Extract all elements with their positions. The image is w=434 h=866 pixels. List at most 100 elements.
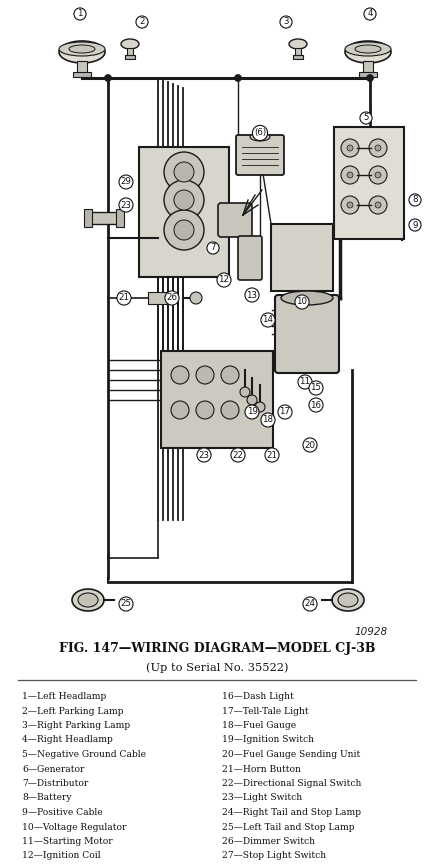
Text: 5—Negative Ground Cable: 5—Negative Ground Cable <box>22 750 146 759</box>
Circle shape <box>346 202 352 208</box>
Circle shape <box>374 172 380 178</box>
Text: 10928: 10928 <box>354 627 387 637</box>
Text: 1—Left Headlamp: 1—Left Headlamp <box>22 692 106 701</box>
Bar <box>73 72 91 77</box>
Circle shape <box>340 139 358 157</box>
Ellipse shape <box>288 39 306 49</box>
Circle shape <box>196 401 214 419</box>
Ellipse shape <box>121 39 139 49</box>
Text: 23: 23 <box>120 201 131 210</box>
Text: 20—Fuel Gauge Sending Unit: 20—Fuel Gauge Sending Unit <box>221 750 359 759</box>
Circle shape <box>368 196 386 214</box>
Circle shape <box>340 166 358 184</box>
Bar <box>362 61 372 73</box>
Bar <box>116 209 124 227</box>
Circle shape <box>368 139 386 157</box>
FancyBboxPatch shape <box>217 203 251 237</box>
FancyBboxPatch shape <box>274 295 338 373</box>
Ellipse shape <box>354 45 380 53</box>
Ellipse shape <box>72 589 104 611</box>
Text: 29: 29 <box>120 178 131 186</box>
Circle shape <box>374 202 380 208</box>
Ellipse shape <box>79 594 97 606</box>
Text: 3: 3 <box>283 17 288 27</box>
Text: 22: 22 <box>232 450 243 460</box>
Circle shape <box>220 401 238 419</box>
Circle shape <box>220 366 238 384</box>
Circle shape <box>346 145 352 151</box>
Text: 21—Horn Button: 21—Horn Button <box>221 765 300 773</box>
Circle shape <box>374 145 380 151</box>
Circle shape <box>164 152 204 192</box>
Text: 9—Positive Cable: 9—Positive Cable <box>22 808 102 817</box>
Text: 24—Right Tail and Stop Lamp: 24—Right Tail and Stop Lamp <box>221 808 360 817</box>
Circle shape <box>164 180 204 220</box>
Text: 26: 26 <box>166 294 177 302</box>
Text: 2: 2 <box>139 17 145 27</box>
Circle shape <box>196 366 214 384</box>
Circle shape <box>247 395 256 405</box>
Text: 15: 15 <box>310 384 321 392</box>
Bar <box>77 61 87 73</box>
Circle shape <box>190 292 201 304</box>
Text: FIG. 147—WIRING DIAGRAM—MODEL CJ-3B: FIG. 147—WIRING DIAGRAM—MODEL CJ-3B <box>59 642 375 655</box>
Circle shape <box>340 196 358 214</box>
Text: 16—Dash Light: 16—Dash Light <box>221 692 293 701</box>
Bar <box>148 292 168 304</box>
Ellipse shape <box>344 41 390 63</box>
Text: (Up to Serial No. 35522): (Up to Serial No. 35522) <box>145 662 288 673</box>
Circle shape <box>240 387 250 397</box>
Text: 10: 10 <box>296 298 307 307</box>
Bar <box>358 72 376 77</box>
Ellipse shape <box>331 589 363 611</box>
Text: 8: 8 <box>411 196 417 204</box>
Text: 25—Left Tail and Stop Lamp: 25—Left Tail and Stop Lamp <box>221 823 354 831</box>
Circle shape <box>368 166 386 184</box>
Bar <box>127 48 133 56</box>
FancyBboxPatch shape <box>161 351 273 448</box>
Text: 19—Ignition Switch: 19—Ignition Switch <box>221 735 313 745</box>
Text: 9: 9 <box>411 221 417 229</box>
Text: 11: 11 <box>299 378 310 386</box>
Text: 6—Generator: 6—Generator <box>22 765 84 773</box>
Text: 23—Light Switch: 23—Light Switch <box>221 793 302 803</box>
Bar <box>293 55 302 59</box>
Text: 10—Voltage Regulator: 10—Voltage Regulator <box>22 823 126 831</box>
FancyBboxPatch shape <box>236 135 283 175</box>
FancyBboxPatch shape <box>270 224 332 291</box>
Text: 8—Battery: 8—Battery <box>22 793 71 803</box>
Text: 17—Tell-Tale Light: 17—Tell-Tale Light <box>221 707 308 715</box>
Text: 4: 4 <box>366 10 372 18</box>
Text: 11—Starting Motor: 11—Starting Motor <box>22 837 112 846</box>
Text: 19: 19 <box>246 408 257 417</box>
Circle shape <box>164 210 204 250</box>
Bar <box>88 212 120 224</box>
Text: 20: 20 <box>304 441 315 449</box>
Circle shape <box>171 401 188 419</box>
Text: 18: 18 <box>262 416 273 424</box>
Text: 16: 16 <box>310 400 321 410</box>
Text: 7—Distributor: 7—Distributor <box>22 779 88 788</box>
Ellipse shape <box>344 42 390 56</box>
Ellipse shape <box>74 590 102 610</box>
Ellipse shape <box>69 45 95 53</box>
Circle shape <box>174 162 194 182</box>
Text: 14: 14 <box>262 315 273 325</box>
Ellipse shape <box>337 593 357 607</box>
Circle shape <box>254 402 264 412</box>
Text: 12: 12 <box>218 275 229 285</box>
Text: 24: 24 <box>304 599 315 609</box>
Text: 2—Left Parking Lamp: 2—Left Parking Lamp <box>22 707 123 715</box>
Text: 26—Dimmer Switch: 26—Dimmer Switch <box>221 837 314 846</box>
Text: 1: 1 <box>77 10 82 18</box>
FancyBboxPatch shape <box>237 236 261 280</box>
Text: 3—Right Parking Lamp: 3—Right Parking Lamp <box>22 721 130 730</box>
Text: 23: 23 <box>198 450 209 460</box>
Ellipse shape <box>280 291 332 305</box>
Text: 18—Fuel Gauge: 18—Fuel Gauge <box>221 721 296 730</box>
Bar <box>84 209 92 227</box>
Text: 17: 17 <box>279 408 290 417</box>
Circle shape <box>174 190 194 210</box>
Text: 5: 5 <box>362 113 368 122</box>
Ellipse shape <box>78 593 98 607</box>
